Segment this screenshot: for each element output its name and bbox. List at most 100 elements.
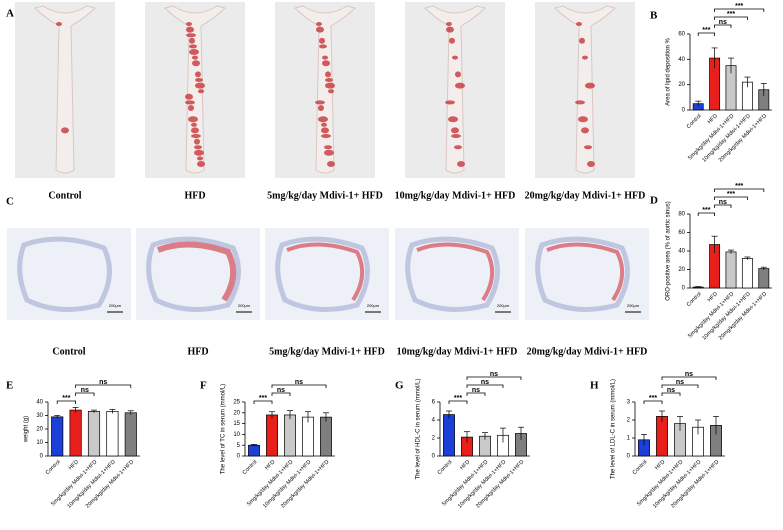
x-tick-label: HFD [459, 459, 471, 471]
error-bar [127, 410, 134, 415]
error-bar [744, 76, 751, 88]
plaque [451, 134, 461, 138]
error-bar [677, 416, 683, 431]
y-tick-label: 15 [233, 421, 240, 427]
error-bar [659, 410, 665, 422]
bar [87, 411, 101, 457]
plaque [327, 161, 335, 167]
plaque [56, 22, 62, 26]
plaque [192, 55, 198, 60]
y-tick-label: 20 [678, 82, 685, 88]
photo-caption: HFD [184, 190, 205, 201]
plaque [445, 100, 455, 105]
significance-label: *** [727, 191, 735, 198]
panel-letter: B [650, 10, 658, 22]
significance-bracket [466, 384, 504, 388]
aorta [34, 5, 96, 174]
plaque [186, 22, 192, 26]
significance-label: *** [727, 11, 735, 18]
tissue [17, 236, 112, 312]
y-axis-label: The level of TC in serum (mmol/L) [221, 384, 227, 475]
photo-caption: 20mg/kg/day Mdivi-1+ HFD [525, 190, 646, 201]
error-bar [91, 409, 97, 413]
y-tick-label: 0 [432, 454, 436, 460]
plaque [189, 37, 195, 44]
error-bar [713, 416, 719, 435]
photo-caption: Control [52, 346, 85, 357]
error-bar [287, 410, 293, 420]
error-bar [728, 249, 734, 254]
significance-label: ns [81, 387, 89, 394]
aorta [294, 5, 356, 174]
significance-bracket [714, 16, 748, 20]
significance-bracket [697, 32, 715, 36]
plaque [191, 127, 199, 134]
plaque [185, 93, 193, 100]
aorta [554, 5, 616, 174]
plaque [454, 145, 462, 150]
y-tick-label: 20 [36, 427, 43, 433]
error-bar [760, 83, 767, 97]
plaque [321, 134, 331, 138]
plaque [198, 89, 204, 94]
bar [320, 416, 332, 457]
bar [758, 268, 770, 289]
chart: H The level of LDL-C in serum (mmol/L) 0 1 2… [590, 371, 725, 510]
x-tick-label: Control [686, 291, 703, 308]
significance-label: *** [735, 3, 743, 10]
plaque [197, 161, 205, 167]
error-bar [269, 411, 275, 419]
scale-bar-label: 200μm [627, 303, 640, 308]
plaque [446, 22, 452, 26]
y-axis-label: The level of LDL-C in serum (mmol/L) [611, 379, 617, 479]
y-axis-label: Area of lipid deposition % [666, 37, 672, 105]
error-bar [711, 47, 718, 69]
plaque [319, 44, 327, 49]
plaque [319, 37, 325, 44]
plaque [449, 37, 455, 44]
x-tick-label: Control [632, 459, 649, 476]
bar [106, 411, 119, 457]
y-tick-label: 60 [678, 230, 685, 236]
y-axis-label: weight (g) [24, 416, 30, 443]
y-tick-label: 0 [682, 286, 686, 292]
significance-bracket [253, 400, 273, 404]
significance-bracket [697, 212, 715, 216]
plaque [188, 105, 194, 111]
plaque [585, 82, 595, 89]
plaque [581, 127, 589, 134]
significance-label: ns [719, 199, 727, 206]
bar [124, 412, 137, 457]
plaque [321, 122, 327, 127]
plaque [191, 122, 197, 127]
y-tick-label: 1 [627, 436, 631, 442]
y-tick-label: 80 [678, 212, 685, 218]
plaque [451, 127, 459, 134]
significance-bracket [661, 376, 717, 380]
panel-letter: F [200, 380, 207, 392]
chart: F The level of TC in serum (mmol/L) 0 5 10 15… [200, 379, 335, 510]
error-bar [500, 427, 506, 443]
plaque [195, 78, 203, 82]
error-bar [695, 419, 701, 435]
error-bar [695, 100, 702, 107]
plaque [455, 71, 461, 78]
significance-bracket [714, 8, 765, 12]
significance-bracket [75, 384, 132, 388]
lesion [416, 242, 495, 302]
significance-label: ns [676, 379, 684, 386]
plaque [197, 156, 203, 161]
significance-bracket [714, 188, 765, 192]
plaque [191, 134, 201, 138]
y-tick-label: 4 [432, 418, 436, 424]
plaque [455, 82, 465, 89]
error-bar [54, 415, 61, 419]
panel-letter: E [6, 380, 13, 392]
plaque [322, 60, 330, 67]
plaque [321, 127, 329, 134]
significance-bracket [466, 376, 522, 380]
x-tick-label: Control [45, 459, 62, 476]
error-bar [744, 256, 751, 260]
scale-bar-label: 200μm [497, 303, 510, 308]
y-tick-label: 0 [627, 454, 631, 460]
